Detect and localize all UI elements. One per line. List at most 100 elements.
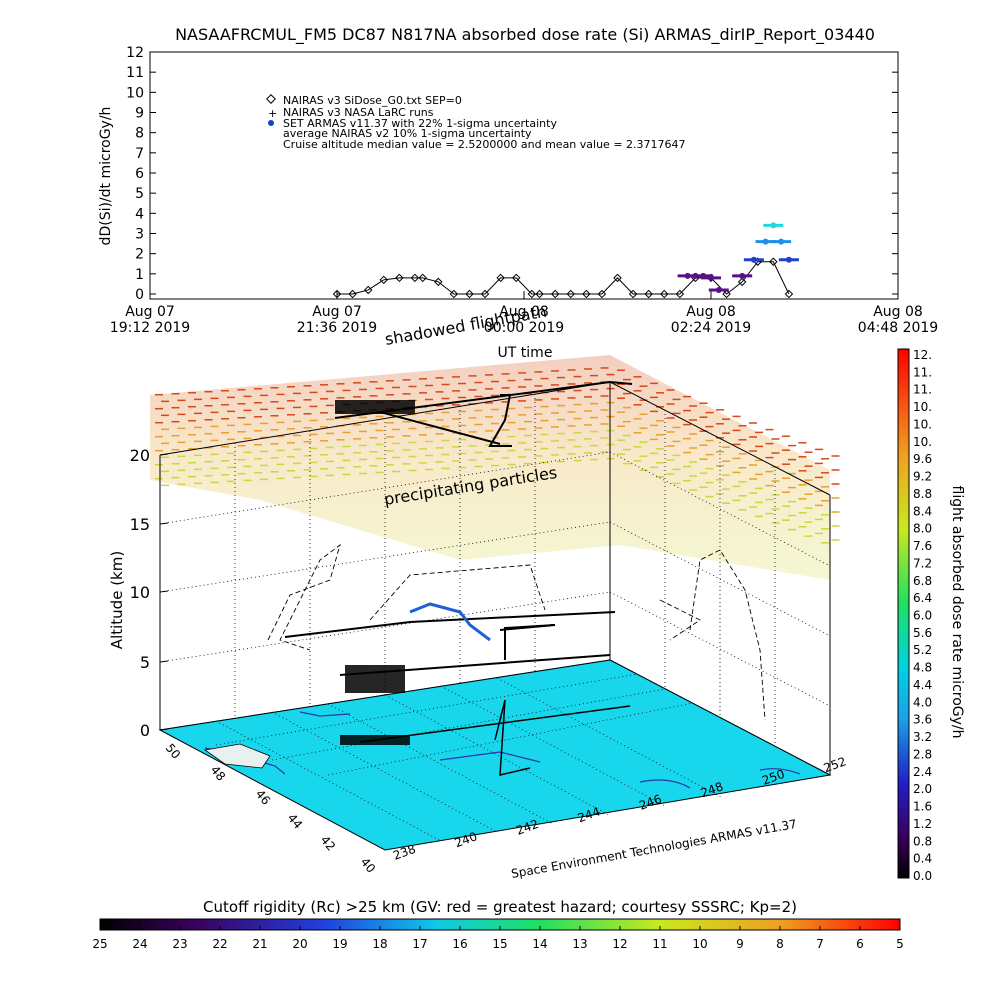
rigidity-tick-label: 7 xyxy=(816,937,824,951)
altitude-axis-label: Altitude (km) xyxy=(108,551,126,649)
armas-point xyxy=(762,238,769,245)
altitude-tick-label: 10 xyxy=(130,583,150,602)
x-tick-time: 04:48 2019 xyxy=(858,320,938,336)
rigidity-tick-label: 13 xyxy=(572,937,587,951)
rigidity-tick-label: 24 xyxy=(132,937,147,951)
y-tick-label: 0 xyxy=(135,287,144,303)
nairas-point xyxy=(379,275,388,285)
altitude-tick-mark xyxy=(159,660,169,663)
nairas-point xyxy=(660,289,669,299)
legend-entry: NAIRAS v3 SiDose_G0.txt SEP=0 xyxy=(283,94,462,107)
dose-tick-label: 3.2 xyxy=(913,730,932,744)
altitude-tick-label: 20 xyxy=(130,446,150,465)
flight-track-mid xyxy=(284,611,616,676)
x-tick-time: 02:24 2019 xyxy=(671,320,751,336)
y-tick-label: 10 xyxy=(126,85,144,101)
latitude-tick-label: 50 xyxy=(163,741,184,762)
nairas-point xyxy=(582,289,591,299)
rigidity-tick-label: 23 xyxy=(172,937,187,951)
dose-tick-label: 7.6 xyxy=(913,539,932,553)
dose-tick-label: 11. xyxy=(913,365,932,379)
rigidity-colorbar-label: Cutoff rigidity (Rc) >25 km (GV: red = g… xyxy=(203,898,797,916)
armas-point xyxy=(708,274,714,281)
armas-point xyxy=(785,256,792,263)
y-tick-label: 1 xyxy=(135,267,144,283)
dose-tick-label: 1.2 xyxy=(913,817,932,831)
rigidity-tick-label: 20 xyxy=(292,937,307,951)
rigidity-tick-label: 18 xyxy=(372,937,387,951)
latitude-tick-label: 42 xyxy=(318,833,339,854)
nairas-point xyxy=(644,289,653,299)
dose-tick-label: 8.0 xyxy=(913,522,932,536)
nairas-point xyxy=(527,289,537,299)
rigidity-tick-label: 16 xyxy=(452,937,467,951)
nairas-point xyxy=(769,257,778,266)
x-axis-label: UT time xyxy=(498,345,553,361)
armas-point xyxy=(715,286,722,293)
dose-tick-label: 4.8 xyxy=(913,661,932,675)
flight-track-blue xyxy=(409,602,491,642)
dose-tick-label: 9.2 xyxy=(913,470,932,484)
y-tick-label: 2 xyxy=(135,247,144,263)
dose-tick-label: 0.8 xyxy=(913,834,932,848)
dose-tick-label: 0.0 xyxy=(913,869,932,883)
dense-points xyxy=(335,400,415,745)
land-patch xyxy=(203,743,271,769)
y-tick-label: 3 xyxy=(135,227,144,243)
dose-tick-label: 3.6 xyxy=(913,713,932,727)
armas-point xyxy=(739,272,746,279)
legend-entry: SET ARMAS v11.37 with 22% 1-sigma uncert… xyxy=(283,117,557,130)
dose-tick-label: 9.6 xyxy=(913,452,932,466)
latitude-tick-label: 46 xyxy=(253,787,274,808)
dose-colorbar-label: flight absorbed dose rate microGy/h xyxy=(949,486,965,739)
dose-series xyxy=(332,222,799,299)
altitude-tick-label: 5 xyxy=(140,653,150,672)
nairas-point xyxy=(480,289,490,299)
dose-tick-label: 7.2 xyxy=(913,556,932,570)
ground-map xyxy=(158,659,832,851)
nairas-point xyxy=(434,277,443,287)
flight-track-top xyxy=(334,380,633,447)
credit-label: Space Environment Technologies ARMAS v11… xyxy=(510,817,798,881)
legend-entry: Cruise altitude median value = 2.5200000… xyxy=(283,138,686,151)
rigidity-tick-label: 15 xyxy=(492,937,507,951)
chart-title: NASAAFRCMUL_FM5 DC87 N817NA absorbed dos… xyxy=(175,25,875,45)
nairas-point xyxy=(535,289,544,299)
dose-tick-label: 2.8 xyxy=(913,747,932,761)
dose-tick-label: 2.0 xyxy=(913,782,932,796)
dose-tick-label: 6.0 xyxy=(913,609,932,623)
dose-tick-label: 5.6 xyxy=(913,626,932,640)
nairas-point xyxy=(449,289,459,299)
altitude-tick-label: 0 xyxy=(140,721,150,740)
svg-text:+: + xyxy=(268,107,277,120)
dose-colorbar-ticks: 12. 11. 11. 10. 10. 10. 9.6 9.2 8.8 8.4 8.0 7.6 7.2 6… xyxy=(913,348,932,883)
y-tick-label: 6 xyxy=(135,166,144,182)
nairas-point xyxy=(410,273,420,283)
altitude-tick-label: 15 xyxy=(130,515,150,534)
rigidity-tick-label: 5 xyxy=(896,937,904,951)
dose-colorbar xyxy=(897,348,910,879)
latitude-tick-label: 44 xyxy=(285,811,306,832)
rigidity-tick-label: 19 xyxy=(332,937,347,951)
dose-tick-label: 10. xyxy=(913,400,932,414)
y-tick-label: 8 xyxy=(135,126,144,142)
nairas-point xyxy=(675,289,685,299)
flight-track-loops xyxy=(267,543,766,721)
dose-tick-label: 12. xyxy=(913,348,932,362)
dose-tick-label: 6.8 xyxy=(913,574,932,588)
armas-point xyxy=(750,256,757,263)
top-plot-frame xyxy=(149,51,899,300)
dose-tick-label: 8.4 xyxy=(913,504,932,518)
y-tick-label: 9 xyxy=(135,106,144,122)
altitude-tick-mark xyxy=(159,453,169,456)
x-tick-date: Aug 07 xyxy=(312,304,362,320)
dose-tick-label: 11. xyxy=(913,383,932,397)
dose-tick-label: 8.8 xyxy=(913,487,932,501)
dose-tick-label: 4.0 xyxy=(913,695,932,709)
nairas-point xyxy=(363,285,373,295)
latitude-tick-label: 48 xyxy=(208,763,229,784)
y-axis-label: dD(Si)/dt microGy/h xyxy=(98,107,114,246)
longitude-tick-label: 252 xyxy=(822,754,848,775)
armas-point xyxy=(778,238,785,245)
back-wall-gridlines xyxy=(159,394,831,746)
